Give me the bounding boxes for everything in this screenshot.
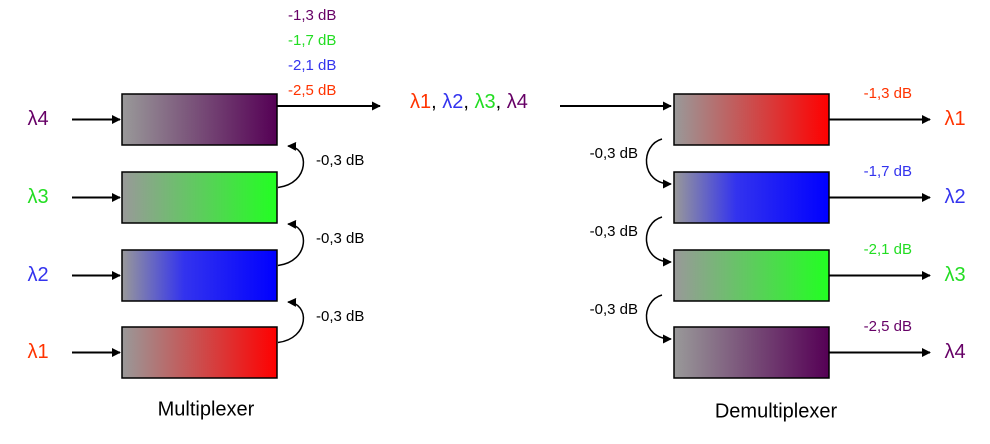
demux-output-loss: -1,7 dB [864, 163, 912, 180]
demux-filter [673, 249, 830, 302]
demux-filter [673, 326, 830, 379]
mux-filter [121, 249, 278, 302]
wavelength: λ4 [507, 91, 528, 113]
demux-output-label: λ1 [944, 108, 965, 130]
mux-output-loss: -1,3 dB [288, 7, 336, 24]
multiplexer-label: Multiplexer [158, 398, 255, 420]
coupling-arrow [645, 216, 672, 267]
demultiplexer-label: Demultiplexer [715, 400, 838, 422]
wavelength: λ1 [410, 91, 431, 113]
mux-coupling-loss: -0,3 dB [316, 152, 364, 169]
demux-coupling-loss: -0,3 dB [590, 301, 638, 318]
mux-input-label: λ4 [27, 108, 48, 130]
separator: , [463, 91, 469, 113]
wavelength: λ3 [475, 91, 496, 113]
separator: , [431, 91, 437, 113]
mux-output-loss: -2,1 dB [288, 57, 336, 74]
coupling-arrow [277, 297, 304, 344]
separator: , [496, 91, 502, 113]
mux-output-loss: -1,7 dB [288, 32, 336, 49]
demux-output-label: λ2 [944, 186, 965, 208]
mux-filter [121, 171, 278, 224]
mux-input-label: λ3 [27, 186, 48, 208]
coupling-arrow [277, 219, 304, 267]
mux-output-loss: -2,5 dB [288, 82, 336, 99]
demux-output-loss: -2,5 dB [864, 318, 912, 335]
demux-output-label: λ3 [944, 264, 965, 286]
demux-filter [673, 171, 830, 224]
coupling-arrow [277, 141, 304, 189]
demux-output-loss: -2,1 dB [864, 241, 912, 258]
demux-output-loss: -1,3 dB [864, 85, 912, 102]
demux-output-label: λ4 [944, 341, 965, 363]
mux-coupling-loss: -0,3 dB [316, 230, 364, 247]
coupling-arrow [645, 138, 672, 189]
mux-input-label: λ2 [27, 264, 48, 286]
demux-coupling-loss: -0,3 dB [590, 145, 638, 162]
mux-input-label: λ1 [27, 341, 48, 363]
mux-filter [121, 326, 278, 379]
mux-filter [121, 93, 278, 146]
combined-signal: λ1, λ2, λ3, λ4 [410, 91, 528, 113]
coupling-arrow [645, 294, 672, 344]
demux-filter [673, 93, 830, 146]
demux-coupling-loss: -0,3 dB [590, 223, 638, 240]
wavelength: λ2 [442, 91, 463, 113]
mux-coupling-loss: -0,3 dB [316, 308, 364, 325]
